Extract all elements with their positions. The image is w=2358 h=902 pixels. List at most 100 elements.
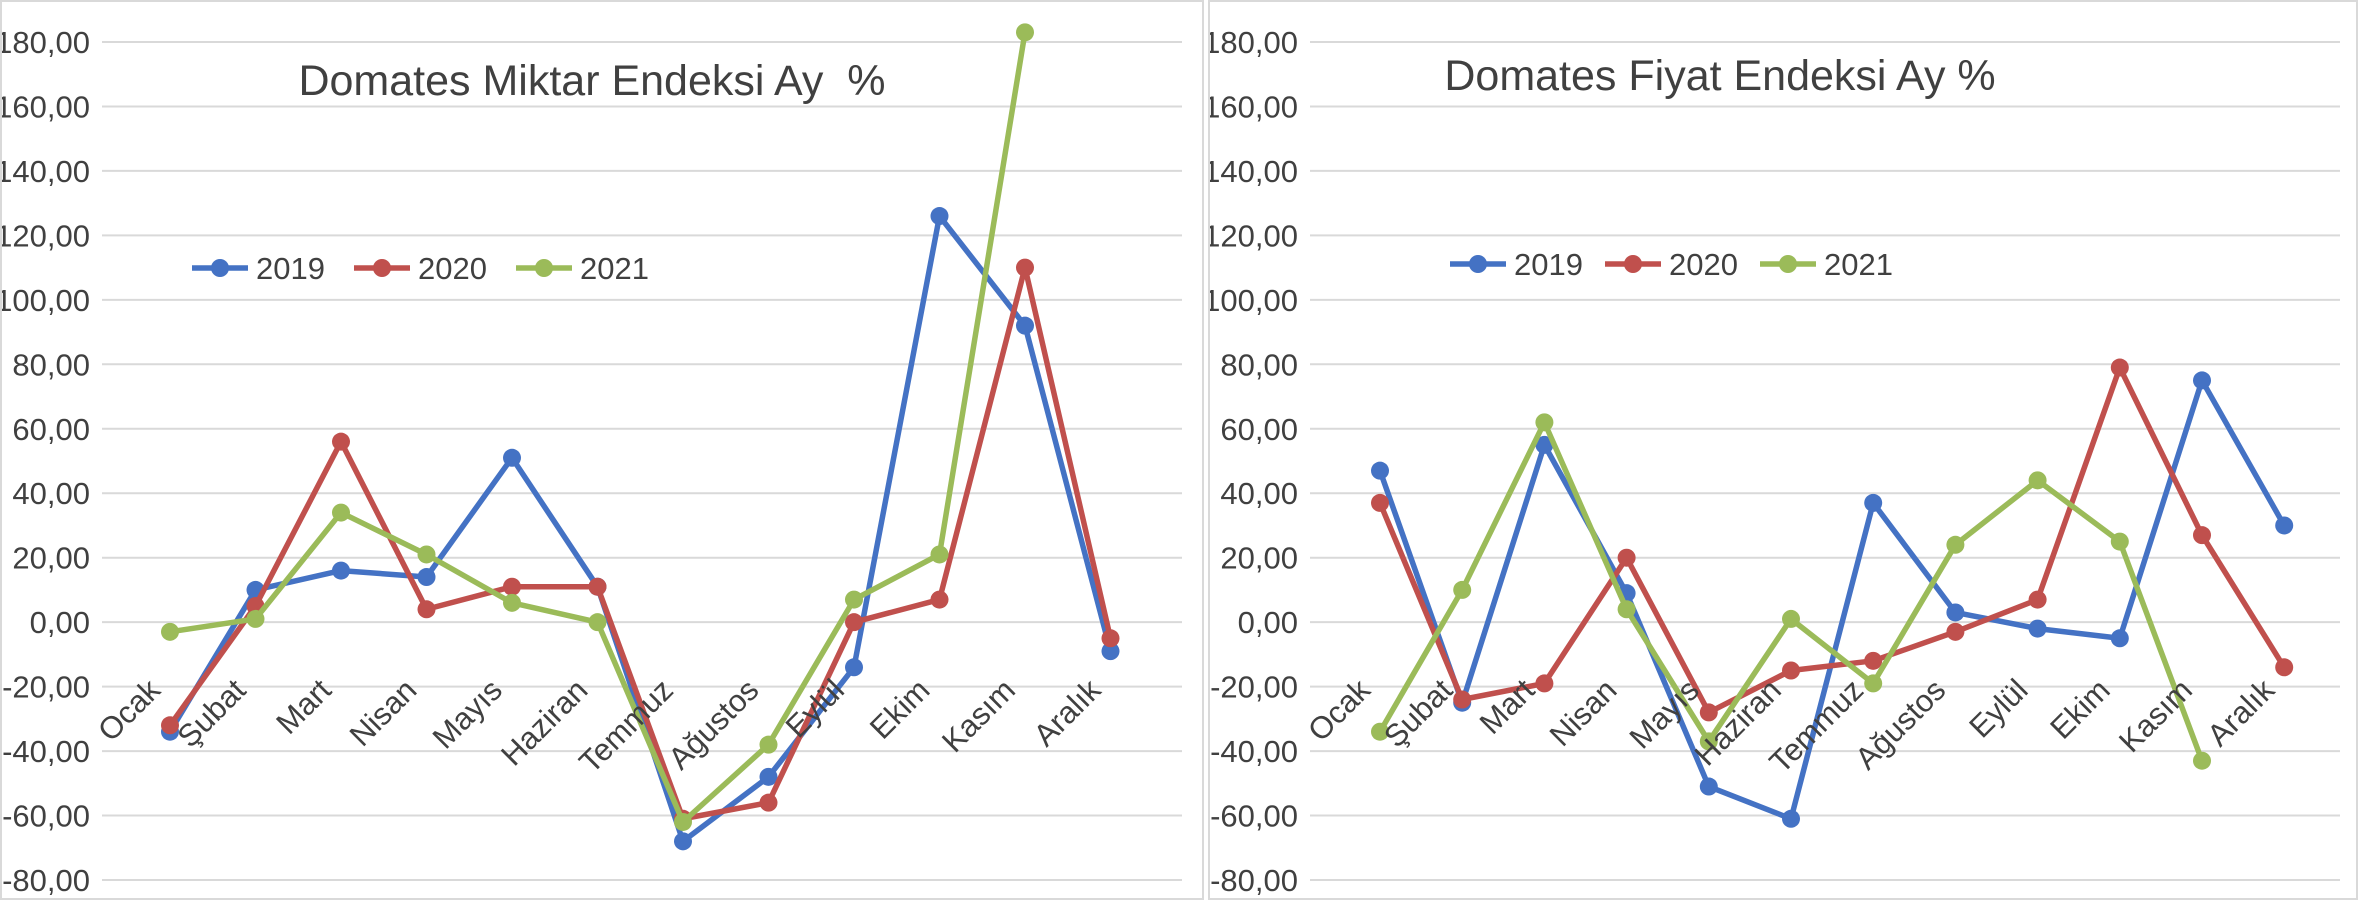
data-point-2020 <box>2028 590 2047 609</box>
series-2021 <box>1371 413 2211 770</box>
legend: 2019 2020 2021 <box>192 251 649 286</box>
y-tick-label: 140,00 <box>2 154 90 189</box>
x-tick-label: Mart <box>269 672 338 741</box>
data-point-2020 <box>845 613 863 632</box>
y-tick-label: 80,00 <box>1220 347 1298 382</box>
y-tick-label: -40,00 <box>2 734 90 769</box>
quantity-index-chart: 180,00 160,00 140,00 120,00 100,00 80,00 60,00… <box>2 23 1182 898</box>
y-tick-label: 180,00 <box>2 25 90 60</box>
data-point-2021 <box>246 609 265 628</box>
x-tick-label: Eylül <box>1962 672 2034 744</box>
data-point-2020 <box>417 600 436 619</box>
data-point-2021 <box>1371 722 1389 741</box>
series-2020 <box>1371 358 2294 722</box>
data-point-2019 <box>1946 603 1965 622</box>
legend-marker <box>211 259 229 277</box>
chart-panel-quantity: 180,00 160,00 140,00 120,00 100,00 80,00 60,00… <box>0 0 1204 900</box>
data-point-2021 <box>2193 751 2211 770</box>
data-point-2019 <box>1101 642 1120 661</box>
y-tick-label: 120,00 <box>2 218 90 253</box>
data-point-2021 <box>417 545 436 564</box>
y-tick-label: -20,00 <box>2 670 90 705</box>
data-point-2019 <box>1864 493 1883 512</box>
gridlines <box>1310 41 2340 881</box>
data-point-2019 <box>759 767 778 786</box>
data-point-2021 <box>2028 471 2047 490</box>
data-point-2019 <box>1782 809 1800 828</box>
data-point-2021 <box>1864 674 1883 693</box>
y-tick-label: 160,00 <box>2 89 90 124</box>
x-tick-label: Nisan <box>343 672 424 753</box>
x-tick-label: Mart <box>1473 672 1542 741</box>
legend-item-2021: 2021 <box>1760 247 1893 282</box>
y-tick-label: -80,00 <box>2 863 90 898</box>
legend-label: 2019 <box>1514 247 1583 282</box>
data-point-2019 <box>2275 516 2294 535</box>
data-point-2020 <box>2110 358 2129 377</box>
series-2019 <box>161 207 1120 851</box>
data-point-2021 <box>1699 732 1718 751</box>
data-point-2021 <box>2110 532 2129 551</box>
data-point-2020 <box>2193 526 2211 545</box>
legend-marker <box>1779 255 1797 273</box>
series-2020 <box>161 258 1120 828</box>
data-point-2021 <box>1453 580 1472 599</box>
data-point-2021 <box>1946 535 1965 554</box>
data-point-2019 <box>417 568 436 587</box>
series-line-2020 <box>1377 364 2287 716</box>
data-point-2019 <box>1699 777 1718 796</box>
data-point-2019 <box>2028 619 2047 638</box>
legend-marker <box>1469 255 1487 273</box>
data-point-2019 <box>674 832 692 851</box>
series-2021 <box>161 23 1034 831</box>
data-point-2020 <box>1617 548 1636 567</box>
data-point-2020 <box>1535 674 1554 693</box>
y-tick-label: -20,00 <box>1210 670 1298 705</box>
data-point-2021 <box>1617 600 1636 619</box>
x-tick-label: Ağustos <box>1848 672 1952 776</box>
legend-item-2020: 2020 <box>354 251 487 286</box>
data-point-2019 <box>1371 461 1389 480</box>
legend-label: 2020 <box>418 251 487 286</box>
data-point-2020 <box>503 577 521 596</box>
data-point-2021 <box>759 735 778 754</box>
y-tick-label: 180,00 <box>1210 25 1298 60</box>
legend-marker <box>535 259 553 277</box>
x-tick-label: Nisan <box>1543 672 1624 753</box>
x-tick-label: Aralık <box>1027 672 1108 753</box>
x-tick-label: Ekim <box>863 672 936 745</box>
data-point-2021 <box>674 812 692 831</box>
data-point-2021 <box>1782 609 1800 628</box>
legend-label: 2019 <box>256 251 325 286</box>
y-axis: 180,00 160,00 140,00 120,00 100,00 80,00 60,00… <box>1210 25 1298 898</box>
x-tick-label: Ocak <box>1301 672 1377 748</box>
legend-marker <box>373 259 391 277</box>
legend-marker <box>1624 255 1642 273</box>
x-tick-label: Mayıs <box>426 672 509 755</box>
price-index-chart: 180,00 160,00 140,00 120,00 100,00 80,00 60,00… <box>1210 25 2340 898</box>
chart-title: Domates Fiyat Endeksi Ay % <box>1444 52 1995 100</box>
y-tick-label: 20,00 <box>1220 541 1298 576</box>
y-tick-label: 60,00 <box>12 412 90 447</box>
legend: 2019 2020 2021 <box>1450 247 1893 282</box>
data-point-2020 <box>1371 493 1389 512</box>
y-tick-label: 40,00 <box>1220 476 1298 511</box>
y-tick-label: -60,00 <box>2 799 90 834</box>
data-point-2020 <box>1782 661 1800 680</box>
data-point-2021 <box>930 545 949 564</box>
data-point-2019 <box>1535 435 1554 454</box>
data-point-2019 <box>332 561 350 580</box>
data-point-2020 <box>759 793 778 812</box>
y-tick-label: 20,00 <box>12 541 90 576</box>
data-point-2020 <box>2275 658 2294 677</box>
data-point-2020 <box>1699 703 1718 722</box>
y-tick-label: 0,00 <box>1238 605 1298 640</box>
data-point-2019 <box>930 207 949 226</box>
y-tick-label: 120,00 <box>1210 218 1298 253</box>
y-tick-label: -80,00 <box>1210 863 1298 898</box>
data-point-2019 <box>503 448 521 467</box>
data-point-2021 <box>503 593 521 612</box>
chart-title: Domates Miktar Endeksi Ay % <box>298 57 885 105</box>
